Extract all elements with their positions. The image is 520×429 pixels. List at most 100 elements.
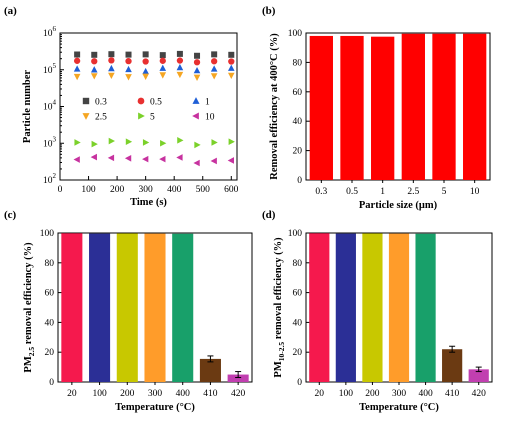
bar-d xyxy=(415,233,436,382)
legend-label-a: 1 xyxy=(205,98,210,108)
y-tick-label-b: 40 xyxy=(293,117,303,127)
y-axis-label-sub-d: 10-2.5 xyxy=(277,342,286,362)
data-point-a xyxy=(194,141,201,149)
bar-c xyxy=(172,233,194,382)
data-point-a xyxy=(74,51,81,58)
x-tick-label-a: 200 xyxy=(110,185,125,195)
data-point-a xyxy=(142,51,149,58)
x-tick-label-a: 400 xyxy=(167,185,182,195)
bar-d xyxy=(309,233,330,382)
bar-b xyxy=(463,33,487,180)
bar-d xyxy=(335,233,356,382)
y-axis-label-d: PM10-2.5 removal efficiency (%) xyxy=(273,237,286,378)
data-point-a xyxy=(211,58,218,65)
y-tick-label-d: 100 xyxy=(288,229,303,239)
data-point-a xyxy=(108,137,115,145)
data-point-a xyxy=(108,51,115,58)
data-point-a xyxy=(210,65,218,72)
x-tick-label-d: 200 xyxy=(365,389,380,399)
y-tick-label-c: 60 xyxy=(45,289,55,299)
y-tick-label-d: 20 xyxy=(293,348,303,358)
data-point-a xyxy=(194,52,201,59)
x-axis-label-d: Temperature (°C) xyxy=(359,402,439,413)
data-point-a xyxy=(125,57,132,65)
x-axis-label-c: Temperature (°C) xyxy=(115,402,195,413)
y-tick-label-c: 0 xyxy=(49,378,54,388)
y-tick-base-a: 10 xyxy=(43,103,53,113)
bar-b xyxy=(340,35,364,180)
y-axis-label-rest-c: removal efficiency (%) xyxy=(23,242,34,347)
x-tick-label-d: 400 xyxy=(418,389,433,399)
y-axis-label-sub-c: 2.5 xyxy=(27,347,36,357)
data-point-a xyxy=(125,65,132,73)
x-tick-label-d: 300 xyxy=(392,389,407,399)
x-tick-label-c: 100 xyxy=(92,389,107,399)
x-tick-label-b: 1 xyxy=(380,187,385,197)
bar-c xyxy=(116,233,138,382)
legend-label-a: 2.5 xyxy=(95,113,107,123)
y-tick-exp-a: 3 xyxy=(53,135,57,143)
data-point-a xyxy=(73,65,81,72)
data-point-a xyxy=(73,57,81,64)
data-point-a xyxy=(91,58,98,65)
data-point-a xyxy=(159,52,166,59)
legend-marker-a xyxy=(82,97,90,105)
bar-c xyxy=(199,358,221,382)
data-point-a xyxy=(142,155,149,163)
y-tick-label-c: 80 xyxy=(45,259,55,269)
y-tick-label-a: 104 xyxy=(43,99,57,113)
data-point-a xyxy=(176,71,184,79)
data-point-a xyxy=(227,72,235,80)
data-point-a xyxy=(124,154,132,162)
x-tick-label-b: 0.3 xyxy=(315,187,327,197)
x-tick-label-a: 100 xyxy=(81,185,96,195)
x-tick-label-d: 20 xyxy=(315,389,325,399)
x-tick-label-a: 300 xyxy=(139,185,154,195)
data-point-a xyxy=(108,57,115,64)
legend-marker-a xyxy=(82,113,90,120)
data-point-a xyxy=(142,139,150,146)
x-tick-label-b: 0.5 xyxy=(346,187,358,197)
bar-c xyxy=(144,233,166,382)
bar-c xyxy=(89,233,111,382)
panel-label-c: (c) xyxy=(4,209,17,221)
bar-d xyxy=(442,349,463,382)
data-point-a xyxy=(228,138,235,146)
data-point-a xyxy=(227,64,235,71)
y-tick-label-c: 20 xyxy=(45,348,55,358)
data-point-a xyxy=(193,74,201,81)
data-point-a xyxy=(73,156,80,163)
data-point-a xyxy=(210,73,218,80)
data-point-a xyxy=(107,154,115,162)
y-tick-label-b: 80 xyxy=(293,58,303,68)
bar-c xyxy=(227,374,249,382)
x-axis-label-a: Time (s) xyxy=(130,197,167,208)
x-tick-label-c: 200 xyxy=(120,389,135,399)
y-tick-label-d: 0 xyxy=(297,378,302,388)
bar-b xyxy=(371,36,395,180)
x-tick-label-c: 400 xyxy=(176,389,191,399)
y-tick-exp-a: 6 xyxy=(53,25,57,33)
bar-c xyxy=(61,233,83,382)
bar-b xyxy=(432,33,456,180)
legend-marker-a xyxy=(137,97,145,105)
bar-d xyxy=(468,369,489,382)
data-point-a xyxy=(176,63,184,71)
y-tick-label-a: 102 xyxy=(43,172,57,186)
data-point-a xyxy=(90,153,97,161)
x-tick-label-b: 5 xyxy=(442,187,447,197)
y-tick-label-c: 40 xyxy=(45,318,55,328)
data-point-a xyxy=(176,57,184,64)
y-axis-label-main-c: PM xyxy=(23,356,34,372)
x-tick-label-a: 0 xyxy=(58,185,63,195)
y-tick-label-d: 80 xyxy=(293,259,303,269)
y-tick-label-d: 40 xyxy=(293,318,303,328)
legend-marker-a xyxy=(138,112,145,120)
legend-marker-a xyxy=(192,97,200,104)
data-point-a xyxy=(142,73,149,80)
data-point-a xyxy=(74,139,81,146)
data-point-a xyxy=(125,51,132,58)
data-point-a xyxy=(193,159,200,167)
